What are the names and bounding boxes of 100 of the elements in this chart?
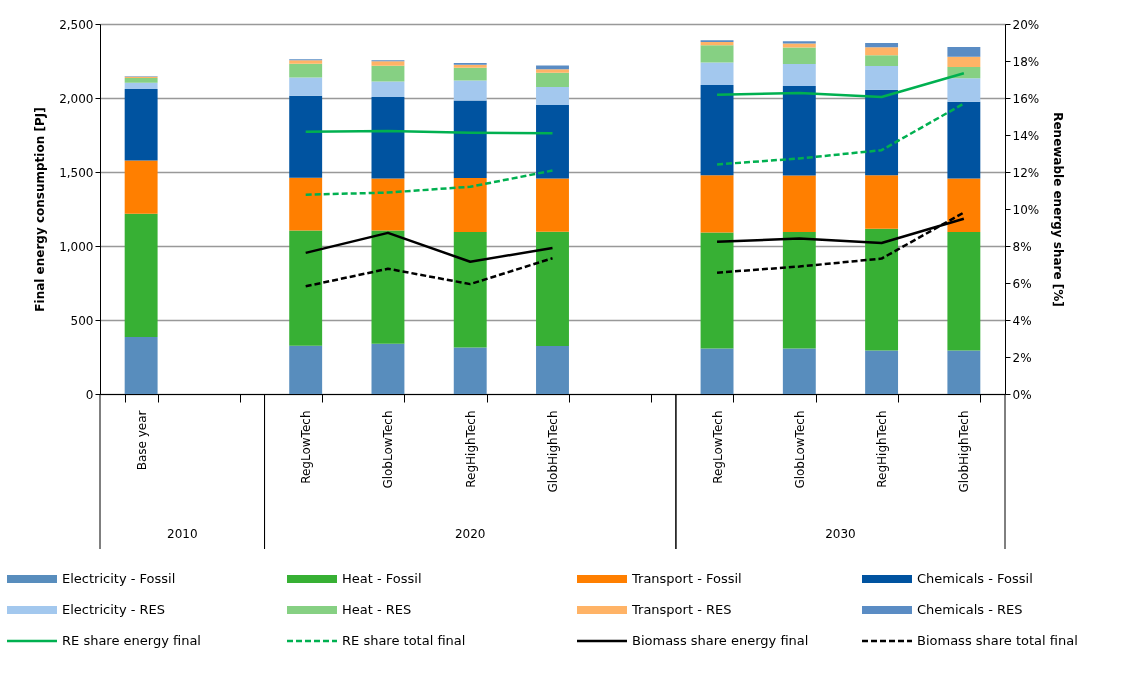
x-tick-label: RegHighTech (463, 410, 478, 488)
bar (947, 350, 981, 394)
bar (782, 175, 816, 232)
legend-label: Chemicals - RES (917, 602, 1023, 617)
bar (947, 56, 981, 67)
bar (289, 345, 323, 394)
x-tick-label: RegLowTech (710, 410, 725, 484)
y-tick-label: 2,000 (59, 91, 94, 106)
text: 2020 (454, 527, 486, 541)
legend-label: Biomass share total final (917, 633, 1078, 648)
y2-tick-label: 8% (1012, 239, 1032, 254)
x-tick-label: RegHighTech (875, 410, 890, 488)
bar (124, 213, 158, 338)
bar (371, 230, 405, 344)
bar (865, 43, 899, 48)
bar (865, 66, 899, 90)
bar (289, 177, 323, 231)
legend-label: Transport - Fossil (631, 571, 742, 586)
x-tick-label: GlobLowTech (381, 410, 396, 489)
bar (453, 231, 487, 348)
y2-tick-label: 14% (1012, 128, 1040, 143)
bar (124, 89, 158, 161)
y2-tick-label: 10% (1012, 202, 1040, 217)
legend-label: Transport - RES (631, 602, 732, 617)
x-tick-label: GlobHighTech (546, 410, 560, 493)
legend-label: RE share energy final (62, 633, 201, 648)
bar (536, 231, 569, 347)
bar (536, 178, 569, 232)
y-tick-label: 1,500 (59, 165, 94, 180)
bar (124, 82, 158, 90)
y-tick-label: 500 (70, 313, 94, 328)
bar (536, 72, 569, 87)
y2-tick-label: 18% (1012, 54, 1040, 69)
bar (124, 160, 158, 214)
bar (700, 62, 734, 85)
y-tick-label: 2,500 (59, 17, 94, 32)
legend-label: Electricity - RES (62, 602, 166, 617)
legend-label: Heat - RES (342, 602, 412, 617)
bar (865, 175, 899, 229)
bar (947, 46, 981, 57)
bar (865, 55, 899, 67)
y2-axis-title: Renewable energy share [%] (1051, 112, 1066, 307)
bar (865, 89, 899, 176)
legend-label: RE share total final (342, 633, 466, 648)
bar (371, 97, 405, 179)
bar (865, 228, 899, 351)
text: 2010 (167, 527, 198, 541)
y-tick-label: 1,000 (59, 239, 94, 254)
bar (124, 337, 158, 394)
x-tick-label: RegLowTech (299, 410, 314, 484)
bar (453, 347, 487, 394)
bar (124, 78, 158, 83)
bar (536, 69, 569, 73)
y2-tick-label: 2% (1012, 350, 1032, 365)
bar (371, 178, 405, 231)
bar (700, 232, 734, 349)
bar (289, 77, 323, 96)
bar (289, 230, 323, 346)
bar (782, 348, 816, 394)
bar (865, 47, 899, 56)
legend-label: Electricity - Fossil (62, 571, 176, 586)
x-tick-label: GlobHighTech (957, 410, 972, 493)
y2-tick-label: 6% (1012, 276, 1032, 291)
bar (453, 178, 487, 232)
bar (865, 350, 899, 394)
bar (700, 175, 734, 233)
bar (782, 43, 816, 48)
bar (536, 86, 569, 106)
y2-tick-label: 12% (1012, 165, 1040, 180)
y2-tick-label: 16% (1012, 91, 1040, 106)
bar (700, 84, 734, 176)
text: 2030 (825, 527, 856, 541)
legend-label: Chemicals - Fossil (917, 571, 1033, 586)
bar (289, 95, 323, 178)
legend-label: Biomass share energy final (632, 633, 809, 648)
y2-tick-label: 4% (1012, 313, 1032, 328)
bar (782, 231, 816, 349)
bar (782, 47, 816, 65)
bar (536, 105, 569, 179)
y2-tick-label: 0% (1012, 387, 1032, 402)
bar (947, 178, 981, 232)
bar (453, 100, 487, 179)
bar (453, 80, 487, 101)
bar (947, 231, 981, 351)
bar (782, 64, 816, 87)
bar (453, 67, 487, 81)
legend-label: Heat - Fossil (342, 571, 422, 586)
y-tick-label: 0 (85, 387, 94, 402)
bar (371, 343, 405, 394)
y-axis-title: Final energy consumption [PJ] (33, 107, 48, 312)
x-tick-label: GlobLowTech (792, 410, 807, 489)
bar (782, 41, 816, 44)
bar (947, 78, 981, 102)
bar (371, 65, 405, 82)
bar (782, 86, 816, 176)
bar (700, 45, 734, 63)
bar (371, 81, 405, 98)
bar (536, 65, 569, 70)
bar (289, 63, 323, 78)
bar (536, 346, 569, 394)
